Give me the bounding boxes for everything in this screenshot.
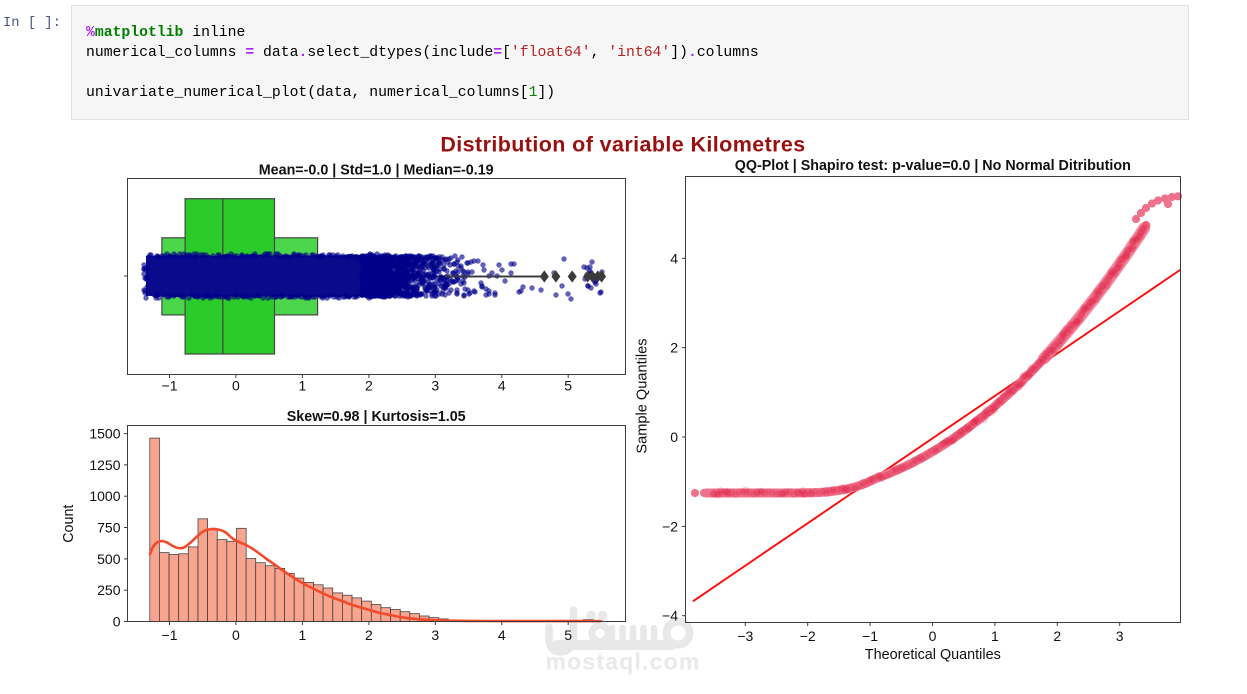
svg-text:0: 0 [232, 378, 240, 394]
svg-text:4: 4 [670, 250, 678, 266]
svg-text:mostaql.com: mostaql.com [545, 649, 700, 675]
svg-text:−1: −1 [862, 628, 878, 644]
svg-text:Mean=-0.0 | Std=1.0 | Median=-: Mean=-0.0 | Std=1.0 | Median=-0.19 [259, 162, 494, 178]
svg-text:1000: 1000 [89, 488, 120, 504]
svg-text:4: 4 [498, 378, 506, 394]
svg-text:Count: Count [61, 505, 77, 543]
svg-text:1: 1 [299, 378, 307, 394]
svg-text:3: 3 [431, 378, 439, 394]
svg-text:−2: −2 [800, 628, 816, 644]
svg-text:Distribution of variable Kilom: Distribution of variable Kilometres [440, 132, 805, 156]
svg-text:−3: −3 [737, 628, 753, 644]
svg-text:Theoretical Quantiles: Theoretical Quantiles [865, 647, 1001, 663]
svg-text:0: 0 [929, 628, 937, 644]
svg-text:0: 0 [670, 429, 678, 445]
svg-text:1250: 1250 [89, 457, 120, 473]
svg-text:0: 0 [113, 614, 121, 630]
svg-text:QQ-Plot | Shapiro test: p-valu: QQ-Plot | Shapiro test: p-value=0.0 | No… [735, 158, 1131, 174]
svg-text:250: 250 [97, 582, 121, 598]
svg-text:750: 750 [97, 520, 121, 536]
svg-text:2: 2 [365, 627, 373, 643]
svg-text:5: 5 [564, 378, 572, 394]
svg-text:500: 500 [97, 551, 121, 567]
svg-text:0: 0 [232, 627, 240, 643]
svg-text:2: 2 [365, 378, 373, 394]
svg-text:−1: −1 [162, 627, 178, 643]
svg-text:1: 1 [991, 628, 999, 644]
svg-text:5: 5 [564, 627, 572, 643]
svg-text:2: 2 [670, 340, 678, 356]
svg-text:3: 3 [1116, 628, 1124, 644]
svg-text:3: 3 [431, 627, 439, 643]
svg-text:Skew=0.98 | Kurtosis=1.05: Skew=0.98 | Kurtosis=1.05 [287, 409, 466, 425]
svg-text:−2: −2 [662, 518, 678, 534]
svg-text:−4: −4 [662, 608, 678, 624]
svg-text:Sample Quantiles: Sample Quantiles [635, 338, 651, 453]
svg-text:4: 4 [498, 627, 506, 643]
svg-text:1: 1 [299, 627, 307, 643]
svg-text:2: 2 [1053, 628, 1061, 644]
svg-text:1500: 1500 [89, 426, 120, 442]
svg-text:−1: −1 [162, 378, 178, 394]
